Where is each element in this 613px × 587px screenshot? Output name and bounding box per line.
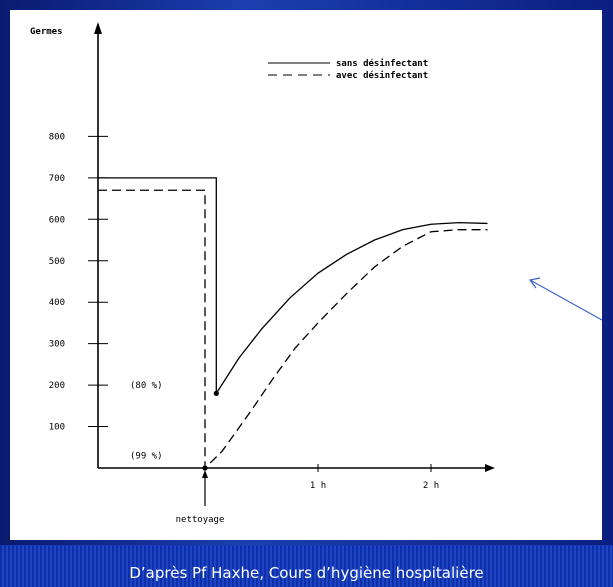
x-tick-label: 1 h <box>310 481 326 491</box>
series-avec-desinfectant <box>98 189 488 470</box>
y-tick-label: 400 <box>49 298 65 308</box>
x-axis-arrowhead <box>485 464 495 472</box>
slide-canvas: 100 200 300 400 500 600 700 800 1 h 2 h (80 %) (9… <box>10 10 602 540</box>
annotation-label: (80 %) <box>130 381 163 391</box>
y-axis-label: Germes <box>30 27 63 37</box>
chart-axes <box>94 22 495 506</box>
y-tick-label: 700 <box>49 174 65 184</box>
series-drop-point <box>213 390 219 396</box>
x-marker-label: nettoyage <box>176 515 225 525</box>
y-axis-arrowhead <box>94 22 102 34</box>
footer-bar <box>0 545 613 587</box>
legend-label: sans désinfectant <box>336 58 428 69</box>
legend-label: avec désinfectant <box>336 70 428 81</box>
series-sans-desinfectant <box>98 177 488 396</box>
annotation-label: (99 %) <box>130 452 163 462</box>
y-tick-label: 600 <box>49 215 65 225</box>
chart-series <box>98 177 488 471</box>
pointer-arrow-line <box>529 279 602 321</box>
chart-annotations: (80 %) (99 %) <box>130 277 602 462</box>
y-tick-label: 500 <box>49 257 65 267</box>
germ-count-chart: 100 200 300 400 500 600 700 800 1 h 2 h (80 %) (9… <box>30 22 602 525</box>
x-tick-label: 2 h <box>423 481 439 491</box>
series-drop-point <box>202 465 208 471</box>
y-ticks: 100 200 300 400 500 600 700 800 <box>49 132 108 433</box>
y-tick-label: 800 <box>49 132 65 142</box>
y-tick-label: 200 <box>49 381 65 391</box>
pointer-arrowhead <box>528 277 541 289</box>
y-tick-label: 300 <box>49 340 65 350</box>
footer-caption: D’après Pf Haxhe, Cours d’hygiène hospit… <box>129 564 484 582</box>
y-tick-label: 100 <box>49 423 65 433</box>
x-ticks: 1 h 2 h <box>310 464 439 491</box>
nettoyage-marker-arrowhead <box>202 470 208 478</box>
